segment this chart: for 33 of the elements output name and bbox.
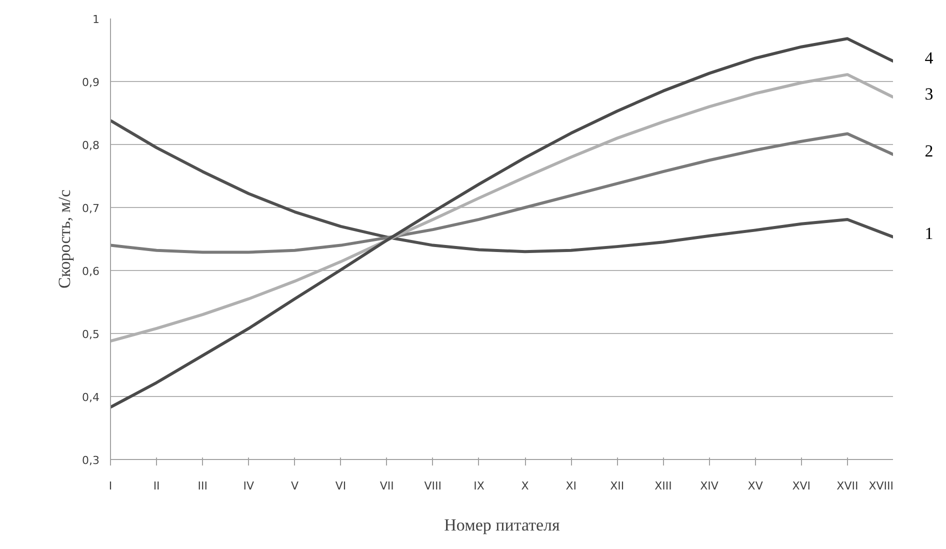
x-tick-label: VIII (424, 480, 442, 492)
x-tick-label: XV (748, 480, 764, 492)
x-tick-label: VII (380, 480, 394, 492)
x-tick-label: V (290, 480, 299, 492)
x-tick-label: XVII (836, 480, 858, 492)
x-tick-label: II (153, 480, 160, 492)
x-tick-label: I (108, 480, 112, 492)
y-tick-label: 0,6 (82, 265, 100, 278)
y-tick-label: 0,3 (82, 454, 100, 467)
y-tick-label: 0,5 (82, 328, 100, 341)
y-tick-label: 0,4 (82, 391, 100, 404)
x-tick-label: IX (474, 480, 485, 492)
x-tick-label: VI (335, 480, 346, 492)
series-label: 2 (924, 142, 934, 161)
x-tick-label: XVI (792, 480, 811, 492)
x-tick-label: XIII (654, 480, 672, 492)
x-tick-label: III (198, 480, 208, 492)
x-tick-label: XIV (700, 480, 719, 492)
x-tick-label: IV (243, 480, 255, 492)
x-tick-label: XVIII (868, 480, 894, 492)
y-axis-title: Скорость, м/с (55, 189, 74, 288)
x-tick-label: X (521, 480, 530, 492)
series-label: 4 (924, 48, 934, 68)
line-series (110, 37, 893, 409)
x-tick-label: XI (566, 480, 576, 492)
series-label: 1 (924, 224, 934, 244)
y-tick-label: 0,7 (82, 202, 100, 215)
y-tick-label: 0,9 (82, 76, 100, 89)
y-tick-label: 0,8 (82, 139, 100, 152)
series-label: 3 (924, 84, 934, 104)
y-tick-label: 1 (92, 13, 100, 26)
x-tick-label: XII (610, 480, 624, 492)
x-axis-title: Номер питателя (444, 516, 560, 534)
